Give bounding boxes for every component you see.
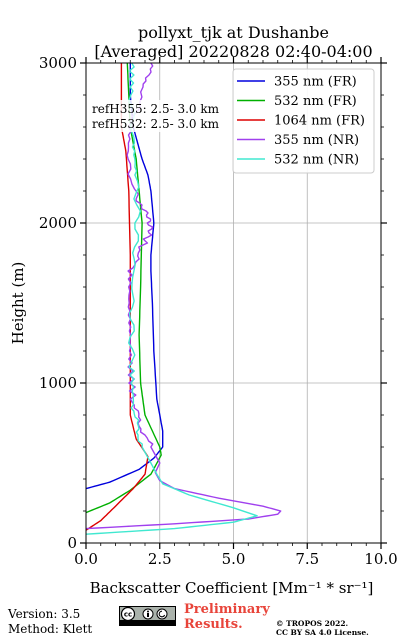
chart-title-line-2: [Averaged] 20220828 02:40-04:00 [94, 42, 373, 61]
tick-layer: 0.0 2.5 5.0 7.5 10.0 0 1000 2000 3000 Backscatter… [9, 54, 398, 597]
series-line-1064-nm-fr [86, 63, 149, 531]
series-line-532-nm-nr [86, 63, 258, 535]
cc-license-icon: cc [119, 606, 176, 626]
y-tick-label: 0 [67, 534, 77, 552]
legend-label-532-nm-fr: 532 nm (FR) [274, 94, 357, 109]
version-text: Version: 3.5 [8, 607, 81, 621]
method-text: Method: Klett [8, 622, 93, 636]
reference-height-box [90, 100, 230, 132]
legend-box [232, 68, 375, 174]
x-tick-label: 2.5 [148, 550, 172, 568]
legend-label-1064-nm-fr: 1064 nm (FR) [274, 114, 365, 129]
legend-label-532-nm-nr: 532 nm (NR) [274, 153, 359, 168]
y-axis-label: Height (m) [9, 262, 27, 345]
legend-label-355-nm-fr: 355 nm (FR) [274, 75, 357, 90]
reference-height-label: refH532: 2.5- 3.0 km [92, 117, 220, 131]
series-layer [86, 63, 282, 535]
y-tick-label: 1000 [39, 374, 77, 392]
series-line-532-nm-fr [86, 63, 162, 514]
y-tick-label: 3000 [39, 54, 77, 72]
x-tick-label: 5.0 [222, 550, 246, 568]
preliminary-results-label: Preliminary Results. [184, 602, 270, 632]
x-tick-label: 7.5 [295, 550, 319, 568]
chart-title-line-1: pollyxt_tjk at Dushanbe [137, 23, 330, 42]
copyright-notice: © TROPOS 2022. CC BY SA 4.0 License. [276, 619, 369, 637]
svg-text:cc: cc [124, 611, 132, 619]
x-tick-label: 0.0 [74, 550, 98, 568]
y-tick-label: 2000 [39, 214, 77, 232]
preliminary-line-1: Preliminary [184, 602, 270, 617]
legend: 355 nm (FR) 532 nm (FR) 1064 nm (FR) 355 nm… [232, 68, 375, 174]
reference-height-label: refH355: 2.5- 3.0 km [92, 102, 220, 116]
copyright-line-1: © TROPOS 2022. [276, 619, 349, 628]
x-tick-label: 10.0 [364, 550, 397, 568]
series-line-355-nm-nr [86, 63, 282, 530]
preliminary-line-2: Results. [184, 617, 243, 632]
x-axis-label: Backscatter Coefficient [Mm⁻¹ * sr⁻¹] [90, 579, 374, 597]
copyright-line-2: CC BY SA 4.0 License. [276, 628, 369, 637]
legend-label-355-nm-nr: 355 nm (NR) [274, 133, 359, 148]
